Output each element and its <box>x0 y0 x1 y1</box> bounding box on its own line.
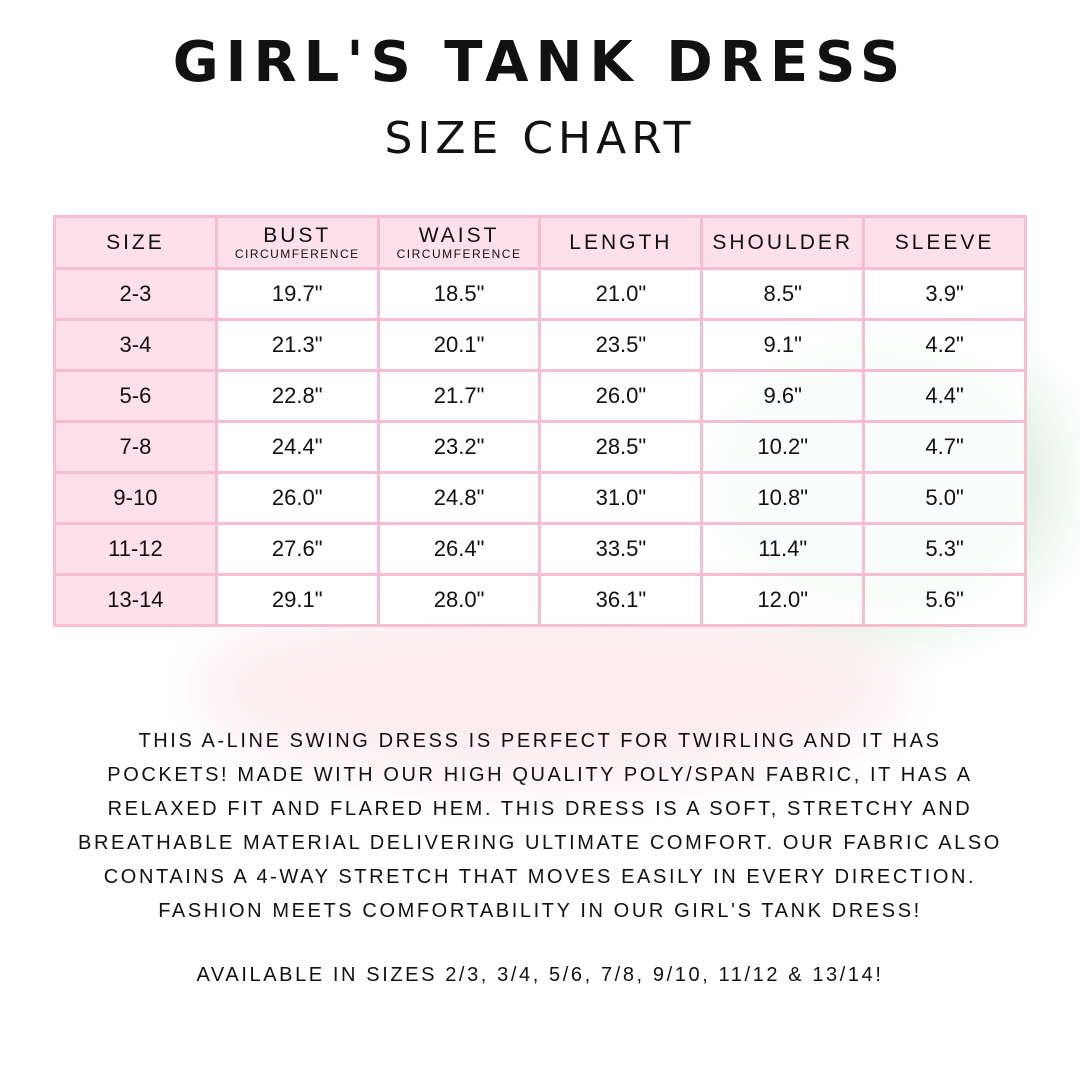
size-cell: 2-3 <box>53 267 218 321</box>
product-description: This A-line swing dress is perfect for t… <box>0 724 1080 928</box>
measurement-cell: 11.4" <box>700 522 866 576</box>
measurement-cell: 5.6" <box>862 573 1027 627</box>
page-subtitle: Size Chart <box>384 113 696 164</box>
availability-text: Available in sizes 2/3, 3/4, 5/6, 7/8, 9… <box>196 964 884 986</box>
measurement-cell: 27.6" <box>214 522 380 576</box>
measurement-cell: 10.8" <box>700 471 866 525</box>
measurement-cell: 21.0" <box>538 267 704 321</box>
measurement-cell: 24.8" <box>376 471 542 525</box>
measurement-cell: 20.1" <box>376 318 542 372</box>
measurement-cell: 21.7" <box>376 369 542 423</box>
measurement-cell: 29.1" <box>214 573 380 627</box>
column-header-sublabel: Circumference <box>396 247 522 261</box>
measurement-cell: 4.2" <box>862 318 1027 372</box>
measurement-cell: 12.0" <box>700 573 866 627</box>
size-cell: 13-14 <box>53 573 218 627</box>
measurement-cell: 28.0" <box>376 573 542 627</box>
column-header: Size <box>53 215 218 270</box>
column-header: Shoulder <box>700 215 866 270</box>
measurement-cell: 4.4" <box>862 369 1027 423</box>
table-row: 2-3 19.7" 18.5" 21.0" 8.5" 3.9" <box>53 267 1027 321</box>
column-header-label: Shoulder <box>712 230 854 254</box>
measurement-cell: 19.7" <box>214 267 380 321</box>
size-cell: 3-4 <box>53 318 218 372</box>
column-header-label: Bust <box>263 224 332 247</box>
column-header-label: Waist <box>418 224 500 247</box>
measurement-cell: 5.0" <box>862 471 1027 525</box>
table-header-row: Size Bust Circumference Waist Circumference L… <box>53 215 1027 270</box>
size-cell: 11-12 <box>53 522 218 576</box>
measurement-cell: 33.5" <box>538 522 704 576</box>
measurement-cell: 26.4" <box>376 522 542 576</box>
measurement-cell: 4.7" <box>862 420 1027 474</box>
column-header-label: Length <box>569 230 673 254</box>
measurement-cell: 9.1" <box>700 318 866 372</box>
measurement-cell: 9.6" <box>700 369 866 423</box>
column-header: Length <box>538 215 704 270</box>
description-line: contains a 4-way stretch that moves easi… <box>103 866 977 888</box>
column-header-label: Sleeve <box>894 230 995 254</box>
table-row: 11-12 27.6" 26.4" 33.5" 11.4" 5.3" <box>53 522 1027 576</box>
measurement-cell: 28.5" <box>538 420 704 474</box>
measurement-cell: 21.3" <box>214 318 380 372</box>
measurement-cell: 3.9" <box>862 267 1027 321</box>
table-row: 5-6 22.8" 21.7" 26.0" 9.6" 4.4" <box>53 369 1027 423</box>
description-line: This A-line swing dress is perfect for t… <box>138 730 942 752</box>
measurement-cell: 23.2" <box>376 420 542 474</box>
measurement-cell: 22.8" <box>214 369 380 423</box>
measurement-cell: 31.0" <box>538 471 704 525</box>
table-row: 13-14 29.1" 28.0" 36.1" 12.0" 5.6" <box>53 573 1027 627</box>
size-cell: 5-6 <box>53 369 218 423</box>
table-row: 9-10 26.0" 24.8" 31.0" 10.8" 5.0" <box>53 471 1027 525</box>
page-title: Girl's Tank Dress <box>172 30 908 95</box>
description-line: relaxed fit and flared hem. This dress i… <box>107 798 973 820</box>
description-line: pockets! Made with our high quality poly… <box>107 764 973 786</box>
column-header-sublabel: Circumference <box>234 247 360 261</box>
column-header: Bust Circumference <box>214 215 380 270</box>
size-cell: 7-8 <box>53 420 218 474</box>
table-row: 7-8 24.4" 23.2" 28.5" 10.2" 4.7" <box>53 420 1027 474</box>
size-chart-table: Size Bust Circumference Waist Circumference L… <box>53 215 1027 627</box>
description-line: Fashion meets comfortability in our girl… <box>158 900 922 922</box>
table-row: 3-4 21.3" 20.1" 23.5" 9.1" 4.2" <box>53 318 1027 372</box>
description-line: breathable material delivering ultimate … <box>78 832 1002 854</box>
measurement-cell: 8.5" <box>700 267 866 321</box>
background-decoration <box>200 600 900 780</box>
column-header: Waist Circumference <box>376 215 542 270</box>
measurement-cell: 5.3" <box>862 522 1027 576</box>
measurement-cell: 24.4" <box>214 420 380 474</box>
measurement-cell: 10.2" <box>700 420 866 474</box>
size-cell: 9-10 <box>53 471 218 525</box>
column-header-label: Size <box>106 230 165 254</box>
measurement-cell: 23.5" <box>538 318 704 372</box>
column-header: Sleeve <box>862 215 1027 270</box>
measurement-cell: 36.1" <box>538 573 704 627</box>
measurement-cell: 18.5" <box>376 267 542 321</box>
measurement-cell: 26.0" <box>214 471 380 525</box>
measurement-cell: 26.0" <box>538 369 704 423</box>
